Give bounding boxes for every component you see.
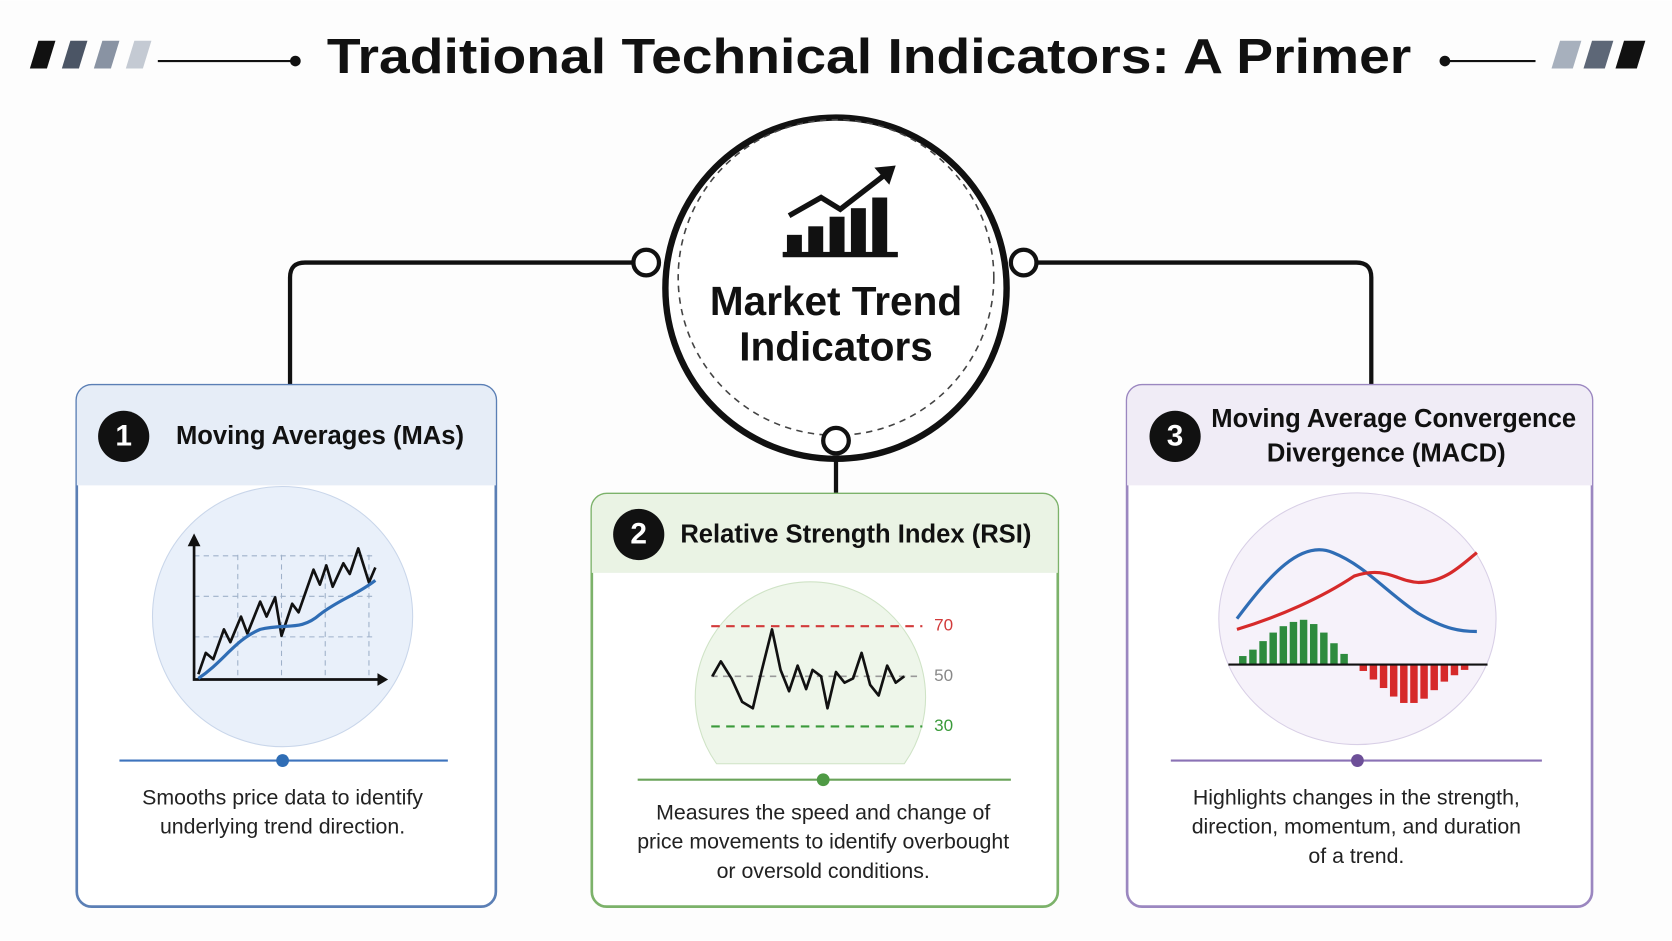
divider-dot: [816, 773, 830, 787]
icon-arrowhead: [874, 165, 896, 185]
icon-backdrop: [151, 485, 414, 748]
icon-histogram-bar: [1320, 632, 1328, 665]
card-title: Moving Averages (MAs): [176, 422, 464, 450]
icon-histogram-bar: [1269, 632, 1277, 665]
decor-slash: [93, 40, 120, 69]
icon-histogram-bar: [1420, 664, 1428, 699]
icon-histogram-bar: [1440, 664, 1449, 682]
card-header: [76, 385, 496, 486]
card-header: [1127, 385, 1593, 486]
connector: [287, 260, 634, 386]
card-description: Highlights changes in the strength,: [1193, 786, 1520, 810]
card-description: Measures the speed and change of: [656, 800, 990, 824]
decor-slash: [125, 40, 152, 69]
icon-bar: [872, 197, 888, 257]
level-label: 30: [934, 716, 953, 735]
icon-macd: [1235, 548, 1477, 634]
icon-histogram-bar: [1340, 653, 1348, 665]
decor-dot: [1439, 55, 1451, 67]
connector-node: [821, 425, 851, 456]
level-label: 70: [934, 616, 953, 635]
icon-arrow: [787, 170, 889, 218]
card-header: [591, 493, 1058, 573]
icon-base: [782, 251, 898, 258]
icon-histogram-bar: [1369, 664, 1378, 680]
card-title: Moving Average Convergence: [1211, 405, 1576, 433]
icon-bar: [808, 226, 824, 257]
card-title: Divergence (MACD): [1267, 439, 1506, 467]
divider-dot: [1351, 754, 1364, 767]
icon-histogram-bar: [1400, 664, 1408, 703]
icon-histogram-bar: [1450, 664, 1459, 676]
icon-histogram-bar: [1379, 664, 1388, 689]
number-badge: [613, 508, 665, 561]
icon-histogram-bar: [1430, 664, 1438, 691]
connector: [1036, 260, 1374, 386]
connector-node: [1008, 247, 1039, 278]
decor-slash: [1615, 40, 1646, 69]
divider-dot: [276, 754, 289, 767]
icon-backdrop: [1218, 492, 1497, 746]
card-description: Smooths price data to identify: [142, 786, 423, 810]
icon-histogram-bar: [1359, 664, 1368, 671]
decor-slash: [61, 40, 88, 69]
number: 1: [115, 419, 132, 452]
icon-oscillator: [711, 628, 906, 710]
icon-histogram-bar: [1460, 664, 1469, 670]
icon-histogram-bar: [1299, 619, 1308, 665]
icon-bar: [829, 216, 845, 257]
decor-slash: [29, 40, 56, 69]
icon-histogram-bar: [1330, 643, 1338, 665]
icon-axes: [192, 537, 384, 681]
icon-histogram-bar: [1239, 656, 1247, 665]
number-badge: [1149, 410, 1201, 462]
center-label: Indicators: [739, 324, 933, 370]
card-description: or oversold conditions.: [717, 859, 930, 883]
icon-histogram-bar: [1389, 664, 1398, 697]
icon-bar: [786, 234, 802, 257]
decor-slash: [1551, 40, 1582, 69]
icon-bar: [850, 208, 866, 257]
icon-histogram-bar: [1259, 641, 1267, 665]
level-label: 50: [934, 666, 953, 685]
card-title: Relative Strength Index (RSI): [680, 520, 1031, 548]
card-description: underlying trend direction.: [160, 814, 405, 838]
card-description: direction, momentum, and duration: [1192, 814, 1521, 838]
icon-average: [197, 579, 377, 680]
icon-histogram-bar: [1289, 621, 1298, 665]
icon-histogram-bar: [1249, 649, 1257, 665]
center-label: Market Trend: [710, 278, 962, 324]
page-title: Traditional Technical Indicators: A Prim…: [327, 30, 1411, 84]
center-circle: [662, 114, 1010, 462]
decor-dot: [290, 55, 301, 67]
connector-node: [631, 247, 662, 278]
decor-slash: [1583, 40, 1614, 69]
number: 3: [1167, 419, 1184, 452]
icon-signal: [1236, 551, 1478, 631]
icon-histogram-bar: [1410, 664, 1418, 703]
card-description: of a trend.: [1308, 844, 1404, 868]
card-description: price movements to identify overbought: [637, 829, 1009, 853]
icon-histogram-bar: [1279, 626, 1288, 665]
icon-price: [197, 547, 377, 675]
number-badge: [98, 410, 150, 462]
number: 2: [630, 517, 647, 550]
icon-histogram-bar: [1309, 624, 1318, 665]
